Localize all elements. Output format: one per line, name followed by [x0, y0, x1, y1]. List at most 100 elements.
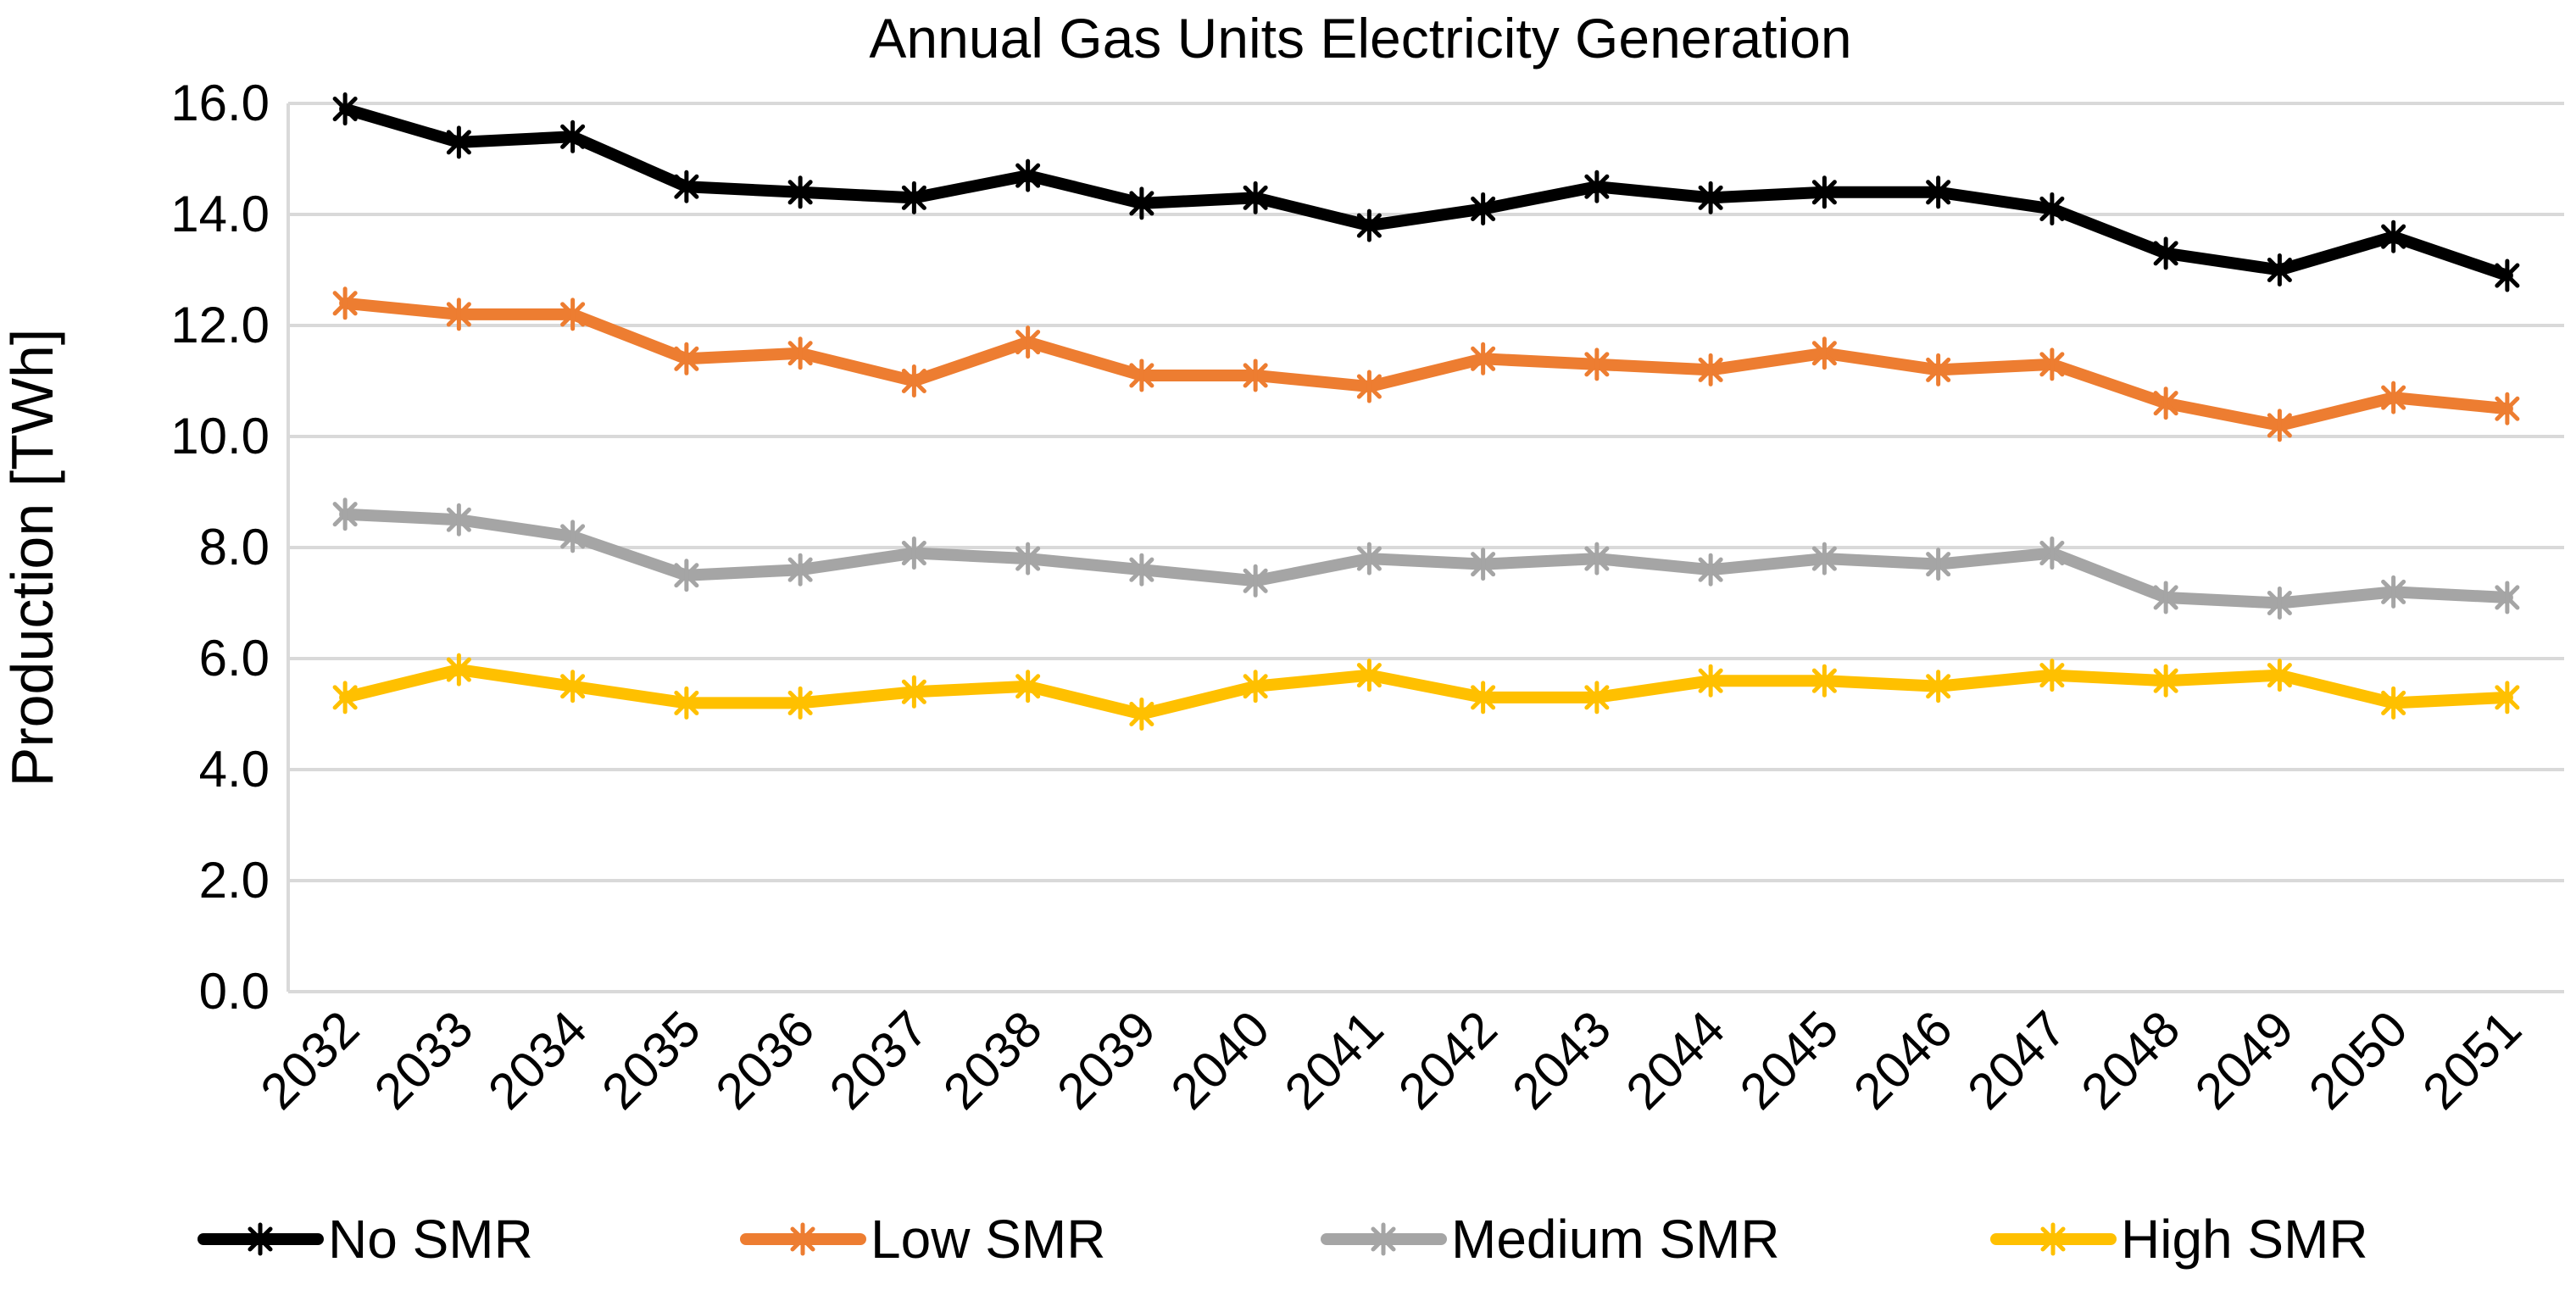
data-point-high-smr — [446, 653, 471, 687]
y-tick-label: 12.0 — [170, 297, 270, 353]
x-tick-label: 2045 — [1729, 1000, 1850, 1120]
chart-title: Annual Gas Units Electricity Generation — [869, 7, 1851, 70]
data-point-medium-smr — [2495, 581, 2520, 614]
data-point-no-smr — [560, 120, 586, 153]
data-point-medium-smr — [1356, 542, 1382, 575]
data-point-medium-smr — [901, 537, 926, 570]
x-tick-label: 2035 — [591, 1000, 711, 1120]
data-point-low-smr — [446, 297, 471, 331]
series-line-no-smr — [339, 103, 2513, 282]
data-point-high-smr — [2153, 664, 2178, 698]
x-tick-label: 2033 — [364, 1000, 484, 1120]
data-point-low-smr — [1471, 342, 1496, 375]
data-point-no-smr — [1129, 186, 1154, 220]
data-point-high-smr — [332, 681, 358, 715]
data-point-low-smr — [2267, 409, 2292, 442]
data-point-low-smr — [1356, 370, 1382, 403]
data-point-low-smr — [901, 364, 926, 398]
data-point-no-smr — [1584, 170, 1610, 203]
y-tick-label: 0.0 — [199, 963, 270, 1020]
data-point-low-smr — [1811, 336, 1837, 370]
data-point-medium-smr — [560, 520, 586, 553]
data-point-no-smr — [674, 170, 699, 203]
data-point-medium-smr — [2381, 575, 2406, 609]
legend-marker — [248, 1222, 273, 1256]
data-point-low-smr — [1243, 359, 1268, 392]
data-point-no-smr — [1015, 158, 1041, 192]
data-point-low-smr — [674, 342, 699, 375]
data-point-high-smr — [1926, 670, 1951, 703]
data-point-no-smr — [2495, 259, 2520, 292]
y-tick-labels: 0.0 2.0 4.0 6.0 8.0 10.0 12.0 14.0 16.0 — [170, 75, 270, 1020]
data-point-high-smr — [1015, 670, 1041, 703]
data-point-medium-smr — [674, 559, 699, 592]
data-point-no-smr — [1811, 175, 1837, 209]
x-tick-label: 2048 — [2071, 1000, 2191, 1120]
data-point-low-smr — [1129, 359, 1154, 392]
legend-item-low-smr: Low SMR — [740, 1209, 1105, 1270]
data-point-medium-smr — [1926, 548, 1951, 581]
data-point-high-smr — [1698, 664, 1723, 698]
legend-label: High SMR — [2121, 1209, 2368, 1270]
series-high-smr — [332, 653, 2520, 731]
x-tick-label: 2039 — [1046, 1000, 1166, 1120]
legend-item-no-smr: No SMR — [198, 1209, 533, 1270]
data-point-low-smr — [2153, 386, 2178, 420]
data-point-no-smr — [446, 125, 471, 159]
data-point-no-smr — [901, 181, 926, 214]
y-tick-label: 16.0 — [170, 75, 270, 131]
data-point-high-smr — [560, 670, 586, 703]
data-point-high-smr — [2039, 659, 2065, 692]
data-point-high-smr — [1129, 698, 1154, 731]
data-point-medium-smr — [1129, 553, 1154, 587]
x-tick-label: 2050 — [2298, 1000, 2418, 1120]
data-point-high-smr — [2267, 659, 2292, 692]
x-tick-labels: 2032203320342035203620372038203920402041… — [250, 1000, 2533, 1120]
data-point-medium-smr — [2039, 537, 2065, 570]
series-low-smr — [332, 286, 2520, 442]
data-point-no-smr — [2381, 220, 2406, 253]
data-point-no-smr — [1356, 209, 1382, 242]
data-point-medium-smr — [1243, 564, 1268, 598]
y-tick-label: 8.0 — [199, 519, 270, 575]
data-point-high-smr — [1471, 681, 1496, 715]
data-point-medium-smr — [1698, 553, 1723, 587]
x-tick-label: 2051 — [2412, 1000, 2532, 1120]
data-point-medium-smr — [787, 553, 813, 587]
x-tick-label: 2036 — [705, 1000, 826, 1120]
series-layer — [332, 92, 2520, 731]
legend-label: Low SMR — [871, 1209, 1105, 1270]
legend-label: Medium SMR — [1451, 1209, 1780, 1270]
data-point-medium-smr — [2153, 581, 2178, 614]
data-point-low-smr — [1698, 353, 1723, 386]
gridlines — [288, 102, 2564, 882]
data-point-no-smr — [332, 92, 358, 126]
data-point-low-smr — [560, 297, 586, 331]
data-point-medium-smr — [1015, 542, 1041, 575]
data-point-high-smr — [1811, 664, 1837, 698]
x-tick-label: 2044 — [1616, 1000, 1736, 1120]
y-tick-label: 6.0 — [199, 630, 270, 687]
x-tick-label: 2034 — [477, 1000, 598, 1120]
data-point-medium-smr — [332, 498, 358, 531]
legend: No SMR Low SMR Medium SMR High SMR — [198, 1209, 2368, 1270]
data-point-no-smr — [2039, 192, 2065, 225]
legend-marker — [1371, 1222, 1396, 1256]
x-tick-label: 2041 — [1274, 1000, 1394, 1120]
series-line-low-smr — [339, 297, 2513, 431]
data-point-low-smr — [787, 336, 813, 370]
series-no-smr — [332, 92, 2520, 292]
data-point-low-smr — [2039, 348, 2065, 381]
data-point-high-smr — [787, 686, 813, 720]
x-tick-label: 2040 — [1160, 1000, 1281, 1120]
data-point-medium-smr — [446, 503, 471, 537]
data-point-no-smr — [1471, 192, 1496, 225]
data-point-low-smr — [2381, 381, 2406, 414]
x-tick-label: 2042 — [1388, 1000, 1508, 1120]
axes — [287, 103, 2564, 993]
legend-item-medium-smr: Medium SMR — [1321, 1209, 1780, 1270]
legend-marker — [2040, 1222, 2066, 1256]
data-point-low-smr — [1015, 325, 1041, 359]
